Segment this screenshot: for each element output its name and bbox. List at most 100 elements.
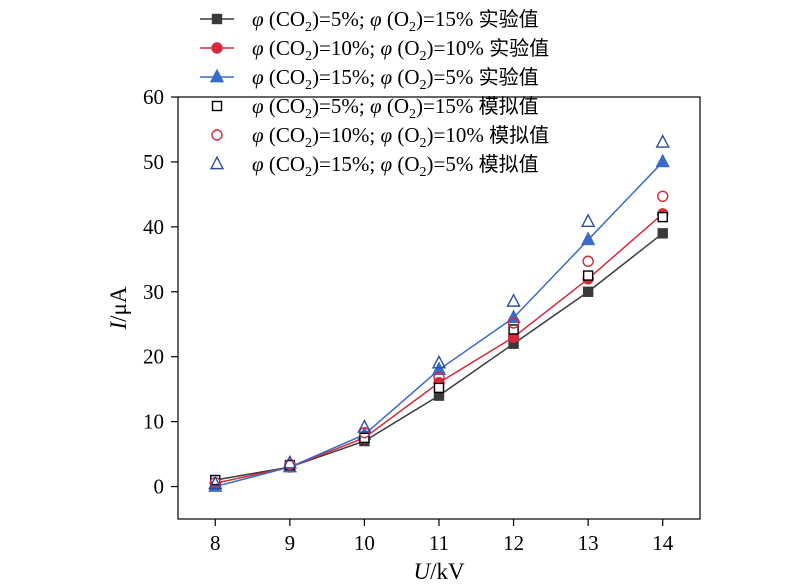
legend-phi: φ	[252, 7, 264, 31]
series-2	[209, 208, 669, 489]
series-1-point	[657, 228, 668, 239]
y-tick-label: 60	[143, 85, 164, 109]
legend-text-part: )=5%;	[312, 7, 370, 31]
x-axis-unit: /kV	[430, 559, 465, 584]
y-tick-label: 20	[143, 345, 164, 369]
series-6-point	[208, 475, 223, 490]
legend-subscript: 2	[420, 49, 427, 64]
legend-marker	[211, 100, 223, 112]
y-tick-label: 40	[143, 215, 164, 239]
series-3-point	[655, 153, 670, 168]
series-1-point	[582, 286, 594, 297]
series-4	[210, 211, 668, 486]
legend-entry-1: φ (CO2)=5%; φ (O2)=15% 实验值	[200, 7, 539, 35]
y-tick-label: 50	[143, 150, 164, 174]
series-4-point	[582, 270, 594, 281]
legend-text-part: (CO	[264, 65, 305, 89]
series-6	[208, 134, 670, 490]
legend-text-part: (CO	[264, 36, 305, 60]
series-3-point	[431, 361, 447, 375]
legend-label: φ (CO2)=5%; φ (O2)=15% 实验值	[252, 7, 539, 35]
legend-text-part: )=15%;	[312, 65, 380, 89]
legend-subscript: 2	[305, 165, 312, 180]
legend-subscript: 2	[420, 78, 427, 93]
legend-text-part: (CO	[264, 94, 305, 118]
x-tick-label: 14	[652, 531, 674, 555]
axis-ticks: 8 9 10 11 12 13 14 0 10 20 30 40 50 60	[143, 85, 674, 555]
x-tick-label: 8	[210, 531, 221, 555]
series-6-point	[580, 213, 596, 227]
series-4-point	[657, 211, 668, 223]
y-tick-label: 30	[143, 280, 164, 304]
legend-text-part: )=5%;	[312, 94, 370, 118]
legend-entry-3: φ (CO2)=15%; φ (O2)=5% 实验值	[200, 65, 539, 93]
x-tick-label: 9	[285, 531, 296, 555]
legend-text-part: (O	[382, 94, 409, 118]
legend-suffix: 模拟值	[489, 123, 549, 147]
x-tick-label: 11	[429, 531, 449, 555]
legend-marker	[211, 129, 223, 141]
legend-suffix: 实验值	[479, 7, 539, 31]
series-5-point	[433, 371, 445, 384]
series-2-line	[215, 213, 664, 485]
y-tick-label: 10	[143, 410, 164, 434]
series-4-point	[508, 324, 519, 335]
x-axis-title: U/kV	[413, 559, 465, 584]
legend-subscript: 2	[305, 49, 312, 64]
legend-phi: φ	[380, 65, 392, 89]
series-6-point	[431, 354, 447, 369]
legend-subscript: 2	[409, 20, 416, 35]
legend-marker	[209, 155, 225, 170]
series-5-point	[657, 190, 669, 203]
legend-marker	[211, 42, 223, 54]
legend-phi: φ	[370, 94, 382, 118]
legend-text-part: (O	[392, 152, 419, 176]
legend-text-part: (O	[392, 65, 419, 89]
series-5-point	[507, 317, 520, 329]
x-tick-label: 12	[503, 531, 524, 555]
legend-subscript: 2	[420, 136, 427, 151]
legend-subscript: 2	[305, 78, 312, 93]
legend-entry-6: φ (CO2)=15%; φ (O2)=5% 模拟值	[209, 152, 539, 180]
y-axis-title: I/μA	[106, 286, 131, 330]
y-axis-unit: /μA	[106, 286, 131, 322]
legend-text-part: )=10%;	[312, 36, 380, 60]
series-5-point	[582, 255, 594, 267]
legend-subscript: 2	[409, 107, 416, 122]
legend-marker	[209, 68, 225, 83]
legend-text-part: (O	[382, 7, 409, 31]
x-tick-label: 10	[354, 531, 375, 555]
legend-subscript: 2	[305, 107, 312, 122]
legend-suffix: 模拟值	[479, 94, 539, 118]
legend-text-part: (O	[392, 36, 419, 60]
legend-text-part: )=10%	[427, 36, 490, 60]
legend-label: φ (CO2)=10%; φ (O2)=10% 实验值	[252, 36, 549, 64]
series-3	[208, 153, 670, 492]
series-layer	[208, 134, 670, 492]
series-4-point	[433, 382, 445, 394]
legend-text-part: (CO	[264, 152, 305, 176]
legend-text-part: )=15%	[416, 7, 479, 31]
legend-entry-4: φ (CO2)=5%; φ (O2)=15% 模拟值	[211, 94, 539, 122]
legend-phi: φ	[380, 152, 392, 176]
y-axis-var: I	[106, 321, 131, 331]
legend-entry-2: φ (CO2)=10%; φ (O2)=10% 实验值	[200, 36, 549, 64]
legend-subscript: 2	[305, 136, 312, 151]
legend-marker	[211, 13, 223, 25]
legend-phi: φ	[252, 94, 264, 118]
series-3-point	[580, 231, 596, 246]
series-6-point	[506, 293, 521, 307]
series-5	[209, 190, 669, 489]
legend-phi: φ	[252, 152, 264, 176]
series-6-point	[282, 454, 298, 469]
legend-phi: φ	[252, 36, 264, 60]
legend-suffix: 实验值	[479, 65, 539, 89]
legend-label: φ (CO2)=10%; φ (O2)=10% 模拟值	[252, 123, 549, 151]
legend-text-part: )=10%;	[312, 123, 380, 147]
x-tick-label: 13	[578, 531, 599, 555]
legend-entry-5: φ (CO2)=10%; φ (O2)=10% 模拟值	[211, 123, 549, 151]
legend-text-part: )=15%;	[312, 152, 380, 176]
x-axis-var: U	[413, 559, 431, 584]
